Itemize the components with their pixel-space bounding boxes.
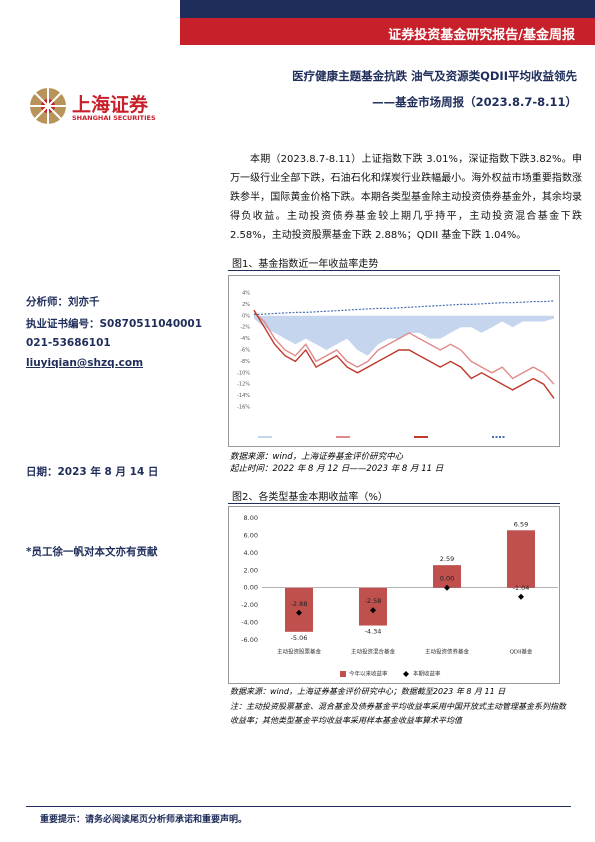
y-tick-label: 8.00 xyxy=(244,514,258,522)
date: 日期：2023 年 8 月 14 日 xyxy=(26,466,159,478)
plot-frame xyxy=(228,275,560,447)
footer: 重要提示：请务必阅读尾页分析师承诺和重要声明。 xyxy=(40,815,248,825)
analyst: 分析师：刘亦千 xyxy=(26,296,100,308)
header-band xyxy=(180,0,595,18)
marker xyxy=(370,607,376,614)
figure-source: 数据来源：wind，上海证券基金评价研究中心；数据截至2023 年 8 月 11… xyxy=(230,687,506,696)
y-tick-label: 0.00 xyxy=(244,584,258,592)
bar xyxy=(507,530,535,588)
line xyxy=(253,312,555,385)
caption-rule xyxy=(228,503,560,504)
y-tick-label: -6.00 xyxy=(241,636,258,644)
y-tick-label: -2% xyxy=(240,325,250,331)
figure-caption: 图2、各类型基金本期收益率（%） xyxy=(232,492,388,503)
y-tick-label: -4.00 xyxy=(241,619,258,627)
data-label: -1.04 xyxy=(513,584,530,592)
y-tick-label: -6% xyxy=(240,348,250,354)
plot-frame xyxy=(228,506,560,684)
figure-caption: 图1、基金指数近一年收益率走势 xyxy=(232,259,379,270)
figure-note: 注：主动投资股票基金、混合基金及债券基金平均收益率采用中国开放式主动管理基金系列… xyxy=(230,702,566,725)
legend-label: 本期收益率 xyxy=(413,670,441,678)
y-tick-label: 2.00 xyxy=(244,566,258,574)
y-tick-label: 2% xyxy=(242,302,250,308)
data-label: -2.88 xyxy=(291,600,308,608)
line xyxy=(253,300,555,316)
data-label: -2.58 xyxy=(365,597,382,605)
y-tick-label: -8% xyxy=(240,359,250,365)
marker xyxy=(518,593,524,600)
subtitle: ——基金市场周报（2023.8.7-8.11） xyxy=(372,95,577,109)
data-label: -4.34 xyxy=(365,628,382,636)
y-tick-label: -10% xyxy=(237,370,250,376)
data-label: 6.59 xyxy=(514,520,528,528)
y-tick-label: -14% xyxy=(237,393,250,399)
logo-cn: 上海证券 xyxy=(72,94,149,116)
legend-swatch xyxy=(340,671,346,677)
report-type: 证券投资基金研究报告/基金周报 xyxy=(388,28,575,43)
chart: 4% 2% 0% -2% -4% -6% -8% -10% -12% -14% -16% xyxy=(228,275,560,447)
y-tick-label: 4.00 xyxy=(244,549,258,557)
email[interactable]: liuyiqian@shzq.com xyxy=(26,357,144,369)
legend-swatch xyxy=(403,671,409,677)
y-tick-label: 6.00 xyxy=(244,531,258,539)
contributor: *员工徐一帆对本文亦有贡献 xyxy=(26,546,158,558)
marker xyxy=(444,584,450,591)
bar xyxy=(285,587,313,632)
footer-rule xyxy=(26,806,571,807)
bar xyxy=(433,565,461,588)
logo-mark xyxy=(30,88,66,124)
license: 执业证书编号：S0870511040001 xyxy=(26,318,203,330)
x-tick-label: 主动投资债券基金 xyxy=(425,648,470,656)
y-tick-label: -16% xyxy=(237,405,250,411)
marker xyxy=(296,609,302,616)
y-tick-label: 0% xyxy=(242,313,250,319)
title: 医疗健康主题基金抗跌 油气及资源类QDII平均收益领先 xyxy=(292,69,577,83)
phone: 021-53686101 xyxy=(26,337,111,349)
y-tick-label: -4% xyxy=(240,336,250,342)
legend-label: 今年以来收益率 xyxy=(349,670,388,678)
x-tick-label: 主动投资混合基金 xyxy=(351,648,396,656)
bar xyxy=(359,587,387,626)
chart: 8.00 6.00 4.00 2.00 0.00 -2.00 -4.00 -6.00 主动投资股… xyxy=(228,506,560,684)
body-text: 本期（2023.8.7-8.11）上证指数下跌 3.01%，深证指数下跌3.82… xyxy=(230,154,582,241)
y-tick-label: -12% xyxy=(237,382,250,388)
figure-source: 数据来源：wind，上海证券基金评价研究中心 xyxy=(230,452,404,462)
x-tick-label: 主动投资股票基金 xyxy=(277,648,322,656)
y-tick-label: 4% xyxy=(242,291,250,297)
x-tick-label: QDII基金 xyxy=(510,648,533,656)
data-label: 2.59 xyxy=(440,555,454,563)
logo-en: SHANGHAI SECURITIES xyxy=(72,114,156,122)
data-label: 0.00 xyxy=(440,575,454,583)
header-strip xyxy=(180,18,595,45)
data-label: -5.06 xyxy=(291,634,308,642)
line xyxy=(253,309,555,399)
figure-note: 起止时间：2022 年 8 月 12 日——2023 年 8 月 11 日 xyxy=(230,464,444,474)
caption-rule xyxy=(228,270,560,271)
y-tick-label: -2.00 xyxy=(241,601,258,609)
